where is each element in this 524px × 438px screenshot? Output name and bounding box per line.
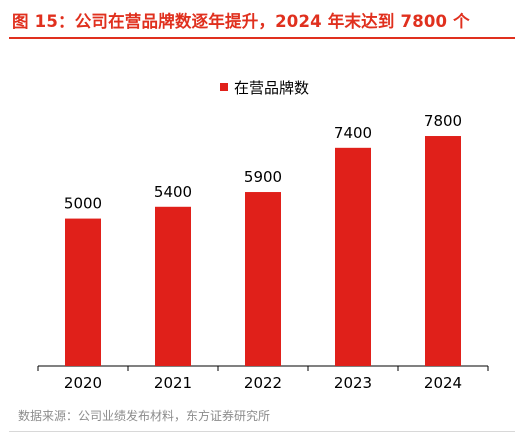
- title-divider: [9, 37, 515, 39]
- bar-2021: [155, 206, 191, 366]
- bar-2024: [425, 136, 461, 366]
- x-tick-label-2022: 2022: [244, 374, 282, 392]
- data-label-2021: 5400: [154, 183, 192, 201]
- data-label-2023: 7400: [334, 124, 372, 142]
- bottom-divider: [9, 431, 515, 432]
- legend: 在营品牌数: [220, 79, 309, 97]
- legend-swatch: [220, 83, 228, 91]
- figure-title: 图 15：公司在营品牌数逐年提升，2024 年末达到 7800 个: [12, 12, 470, 31]
- x-tick-label-2024: 2024: [424, 374, 462, 392]
- bar-2022: [245, 192, 281, 366]
- bar-2023: [335, 147, 371, 366]
- x-tick-label-2023: 2023: [334, 374, 372, 392]
- data-label-2022: 5900: [244, 168, 282, 186]
- source-note: 数据来源：公司业绩发布材料，东方证券研究所: [18, 409, 271, 423]
- data-label-2024: 7800: [424, 112, 462, 130]
- bar-2020: [65, 218, 101, 366]
- legend-label: 在营品牌数: [234, 79, 309, 97]
- x-tick-label-2020: 2020: [64, 374, 102, 392]
- x-tick-label-2021: 2021: [154, 374, 192, 392]
- data-label-2020: 5000: [64, 195, 102, 213]
